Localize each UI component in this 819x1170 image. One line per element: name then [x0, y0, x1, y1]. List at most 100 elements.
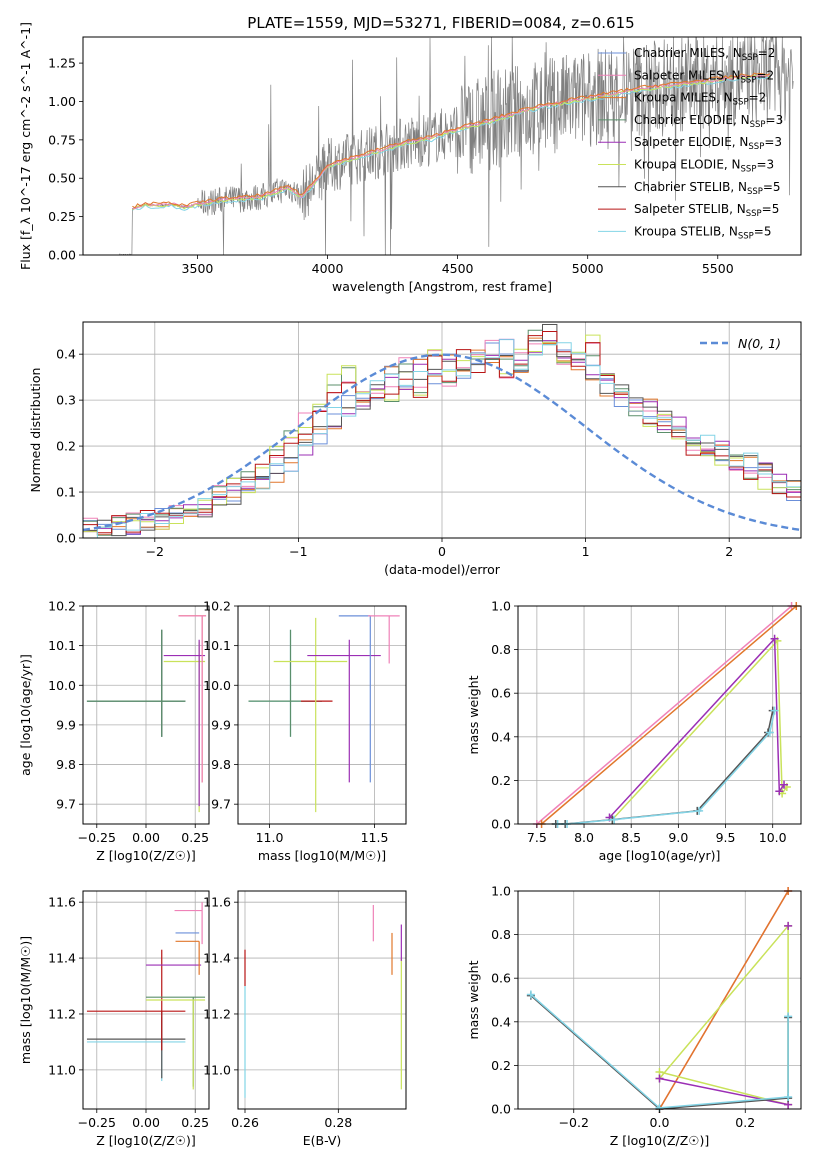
elodie-weight-line — [659, 1077, 789, 1106]
model-spectrum-line — [132, 72, 771, 209]
x-axis-label: mass [log10(M/M☉)] — [258, 848, 386, 863]
y-tick-label: 0.4 — [491, 729, 511, 744]
legend-entry: Chabrier MILES, NSSP=2 — [634, 46, 775, 63]
page-title: PLATE=1559, MJD=53271, FIBERID=0084, z=0… — [247, 14, 634, 32]
z-weight-panel: −0.2 0.0 0.2 0.0 0.2 0.4 0.6 0.8 1.0 Z [log10(Z/Z… — [466, 884, 802, 1148]
y-axis-label: Normed distribution — [28, 368, 43, 493]
y-tick-label: 9.9 — [56, 717, 76, 732]
plot-area — [248, 615, 400, 813]
y-tick-label: 0.8 — [491, 927, 511, 942]
x-tick-label: −0.2 — [559, 1115, 589, 1130]
ticks: 0.26 0.28 11.0 11.2 11.4 11.6 — [203, 895, 352, 1130]
legend-entry: Salpeter ELODIE, NSSP=3 — [634, 135, 782, 152]
marker-point — [784, 1093, 793, 1102]
x-tick-label: −0.25 — [78, 830, 116, 845]
axes-frame — [82, 605, 210, 825]
legend-entry: Salpeter MILES, NSSP=2 — [634, 68, 774, 85]
x-axis-label: Z [log10(Z/Z☉)] — [610, 1133, 710, 1148]
x-axis-label: wavelength [Angstrom, rest frame] — [332, 279, 552, 294]
y-tick-label: 1.25 — [48, 56, 76, 71]
z-mass-panel: −0.25 0.00 0.25 11.0 11.2 11.4 11.6 Z [log10(Z/… — [18, 890, 210, 1148]
marker-point — [770, 706, 779, 715]
marker-point — [526, 990, 535, 999]
z-age-panel: −0.25 0.00 0.25 9.7 9.8 9.9 10.0 10.1 10.2 Z [log… — [18, 599, 210, 863]
x-tick-label: 10.0 — [759, 830, 787, 845]
y-tick-label: 10.0 — [48, 678, 76, 693]
x-tick-label: 0 — [438, 544, 446, 559]
legend-entry: Chabrier STELIB, NSSP=5 — [634, 180, 781, 197]
y-tick-label: 1.0 — [491, 884, 511, 899]
y-tick-label: 10.2 — [48, 599, 76, 614]
x-tick-label: 5500 — [702, 261, 734, 276]
y-tick-label: 0.3 — [56, 393, 76, 408]
legend-entry: Kroupa STELIB, NSSP=5 — [634, 224, 772, 241]
marker-point — [610, 815, 619, 824]
ticks: −0.2 0.0 0.2 0.0 0.2 0.4 0.6 0.8 1.0 — [491, 884, 755, 1131]
x-tick-label: −2 — [146, 544, 164, 559]
axes-frame — [82, 36, 802, 256]
x-tick-label: 4500 — [442, 261, 474, 276]
x-tick-label: 8.5 — [621, 830, 641, 845]
x-tick-label: 3500 — [182, 261, 214, 276]
x-tick-label: 11.0 — [256, 830, 284, 845]
y-tick-label: 10.2 — [203, 599, 231, 614]
axes-frame — [82, 890, 210, 1110]
y-axis-label: Flux [f_λ 10^-17 erg cm^-2 s^-1 A^-1] — [18, 22, 33, 270]
x-axis-label: Z [log10(Z/Z☉)] — [96, 848, 196, 863]
y-axis-label: mass [log10(M/M☉)] — [18, 936, 33, 1064]
y-tick-label: 11.6 — [48, 895, 76, 910]
marker-point — [655, 1074, 664, 1083]
ticks: −0.25 0.00 0.25 11.0 11.2 11.4 11.6 — [48, 895, 209, 1130]
y-tick-label: 11.4 — [48, 951, 76, 966]
marker-point — [775, 787, 784, 796]
x-tick-label: 0.25 — [181, 830, 209, 845]
x-tick-label: 0.25 — [181, 1115, 209, 1130]
grid — [83, 891, 209, 1109]
legend-entry: Chabrier ELODIE, NSSP=3 — [634, 113, 783, 130]
stelib-weight-line — [555, 710, 774, 825]
y-axis-label: mass weight — [466, 960, 481, 1039]
y-tick-label: 11.2 — [48, 1006, 76, 1021]
y-axis-label: mass weight — [466, 675, 481, 754]
axes-frame — [82, 321, 802, 539]
y-tick-label: 0.2 — [56, 439, 76, 454]
histogram-step-line — [83, 331, 801, 534]
x-tick-label: 7.5 — [527, 830, 547, 845]
y-tick-label: 11.6 — [203, 895, 231, 910]
legend-entry: Salpeter STELIB, NSSP=5 — [634, 202, 779, 219]
ebv-mass-panel: 0.26 0.28 11.0 11.2 11.4 11.6 E(B-V) — [203, 890, 407, 1148]
x-tick-label: 0.0 — [650, 1115, 670, 1130]
x-axis-label: Z [log10(Z/Z☉)] — [96, 1133, 196, 1148]
y-tick-label: 0.50 — [48, 171, 76, 186]
y-tick-label: 0.4 — [491, 1014, 511, 1029]
y-tick-label: 11.0 — [48, 1062, 76, 1077]
ticks: 7.5 8.0 8.5 9.0 9.5 10.0 0.0 0.2 0.4 0.6 0.8 1.0 — [491, 599, 787, 846]
axes-frame — [237, 890, 407, 1110]
y-tick-label: 0.2 — [491, 1058, 511, 1073]
legend-entry: Kroupa ELODIE, NSSP=3 — [634, 158, 774, 175]
y-tick-label: 0.25 — [48, 209, 76, 224]
miles-weight-line — [658, 890, 789, 1110]
x-tick-label: 9.5 — [716, 830, 736, 845]
y-tick-label: 0.0 — [56, 531, 76, 546]
marker-point — [695, 806, 704, 815]
x-tick-label: −0.25 — [78, 1115, 116, 1130]
x-tick-label: 9.0 — [668, 830, 688, 845]
x-axis-label: (data-model)/error — [384, 562, 501, 577]
x-tick-label: 0.00 — [132, 830, 160, 845]
x-axis-label: E(B-V) — [303, 1133, 342, 1148]
grid — [238, 605, 406, 824]
y-tick-label: 0.75 — [48, 132, 76, 147]
y-tick-label: 11.4 — [203, 951, 231, 966]
marker-point — [784, 1012, 793, 1021]
plot-area — [86, 902, 206, 1090]
grid — [238, 891, 406, 1109]
plot-area — [86, 615, 207, 813]
y-tick-label: 0.0 — [491, 817, 511, 832]
axes-frame — [237, 605, 407, 825]
x-tick-label: 4000 — [312, 261, 344, 276]
y-tick-label: 10.0 — [203, 678, 231, 693]
mass-age-panel: 11.0 11.5 9.7 9.8 9.9 10.0 10.1 10.2 mass [log10… — [203, 599, 407, 863]
y-tick-label: 0.8 — [491, 642, 511, 657]
